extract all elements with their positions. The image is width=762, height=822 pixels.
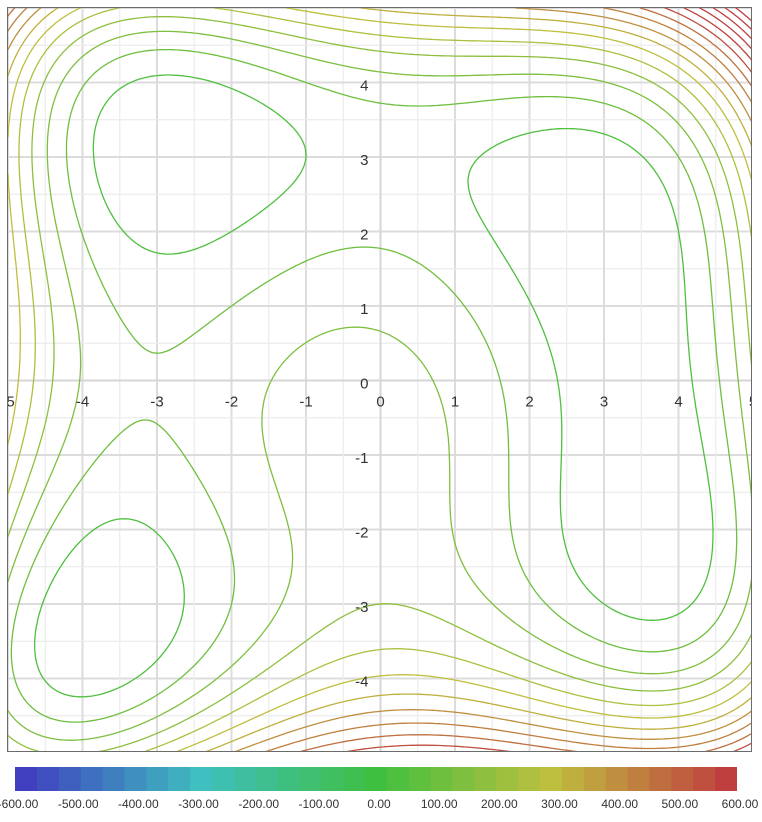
colorbar-swatch [452,767,475,791]
y-tick-label: 2 [360,227,368,244]
colorbar-swatch [168,767,191,791]
colorbar-swatch [561,767,585,791]
colorbar-swatch [693,767,716,791]
contour-plot-svg: -5 -4 -3 -2 -1 0 1 2 3 4 5 -5 -4 -3 -2 -1 0 1 2 3 4 [8,8,752,752]
contour-line [8,8,751,751]
colorbar-tick-label: -100.00 [298,797,340,811]
colorbar-swatch [343,767,366,791]
colorbar-tick-label: 400.00 [601,797,639,811]
colorbar-swatch [408,767,432,791]
contour-line [699,8,751,50]
x-tick-label: 3 [600,394,608,411]
colorbar-tick-label: 200.00 [480,797,518,811]
colorbar-swatch [540,767,563,791]
colorbar-swatch [124,767,147,791]
colorbar-swatch [605,767,629,791]
contour-line [683,8,751,61]
x-tick-label: -1 [299,394,312,411]
y-tick-label: -1 [355,450,368,467]
contour-line [8,8,751,751]
colorbar-swatch [430,767,454,791]
contour-line [346,8,751,751]
contour-lines [8,8,751,751]
colorbar-swatch [102,767,125,791]
colorbar-tick-label: -200.00 [238,797,280,811]
y-tick-label: -2 [355,525,368,542]
x-tick-label: -2 [225,394,238,411]
colorbar-swatch [496,767,519,791]
colorbar-tick-label: 0.00 [367,797,391,811]
colorbar-swatch [80,767,104,791]
colorbar-labels: -600.00 -500.00 -400.00 -300.00 -200.00 -100.… [0,797,762,817]
y-tick-label: -4 [355,674,368,691]
colorbar-swatch [299,767,322,791]
colorbar-swatch [518,767,541,791]
colorbar-swatch [277,767,300,791]
colorbar-swatch [211,767,235,791]
colorbar-swatch [190,767,213,791]
colorbar-swatch [671,767,694,791]
colorbar-tick-label: -400.00 [117,797,159,811]
colorbar-swatch [583,767,607,791]
contour-line [724,8,751,30]
colorbar-tick-label: -500.00 [57,797,99,811]
x-tick-label: -5 [8,394,15,411]
x-tick-label: 2 [525,394,533,411]
colorbar-swatch [649,767,672,791]
x-tick-label: -4 [76,394,89,411]
colorbar-tick-label: -600.00 [0,797,39,811]
y-tick-label: -3 [355,599,368,616]
colorbar-tick-label: -300.00 [178,797,219,811]
y-tick-label: 0 [360,376,368,393]
y-tick-label: 3 [360,152,368,169]
contour-line [8,8,751,751]
contour-plot: -5 -4 -3 -2 -1 0 1 2 3 4 5 -5 -4 -3 -2 -1 0 1 2 3 4 [7,7,752,752]
contour-line [8,15,751,751]
colorbar-swatch [15,767,38,791]
colorbar-tick-label: 300.00 [541,797,578,811]
x-tick-label: 5 [749,394,752,411]
colorbar-swatch [233,767,257,791]
colorbar [15,767,737,791]
x-tick-label: 1 [451,394,459,411]
colorbar-tick-label: 500.00 [661,797,699,811]
colorbar-tick-label: 600.00 [721,797,759,811]
colorbar-tick-label: 100.00 [420,797,458,811]
contour-line [712,8,751,40]
contour-line [735,8,751,22]
y-tick-label: 4 [360,78,368,95]
colorbar-swatch [386,767,410,791]
contour-line [10,48,738,723]
x-tick-label: 4 [674,394,682,411]
tick-labels: -5 -4 -3 -2 -1 0 1 2 3 4 5 -5 -4 -3 -2 -1 0 1 2 3 4 [8,78,752,752]
colorbar-swatch [58,767,82,791]
contour-line [8,8,751,751]
colorbar-swatch [365,767,388,791]
contour-line [8,8,751,751]
colorbar-swatch [321,767,344,791]
contour-line [8,8,751,751]
colorbar-swatch [255,767,279,791]
x-tick-label: -3 [150,394,163,411]
contour-line [33,74,714,698]
colorbar-swatch [36,767,60,791]
colorbar-swatch [715,767,737,791]
x-tick-label: 0 [376,394,384,411]
contour-line [8,30,751,741]
colorbar-swatch [146,767,169,791]
colorbar-swatch [474,767,497,791]
colorbar-swatch [627,767,650,791]
axes [8,8,751,751]
y-tick-label: 1 [360,301,368,318]
y-tick-label: -5 [355,748,368,752]
